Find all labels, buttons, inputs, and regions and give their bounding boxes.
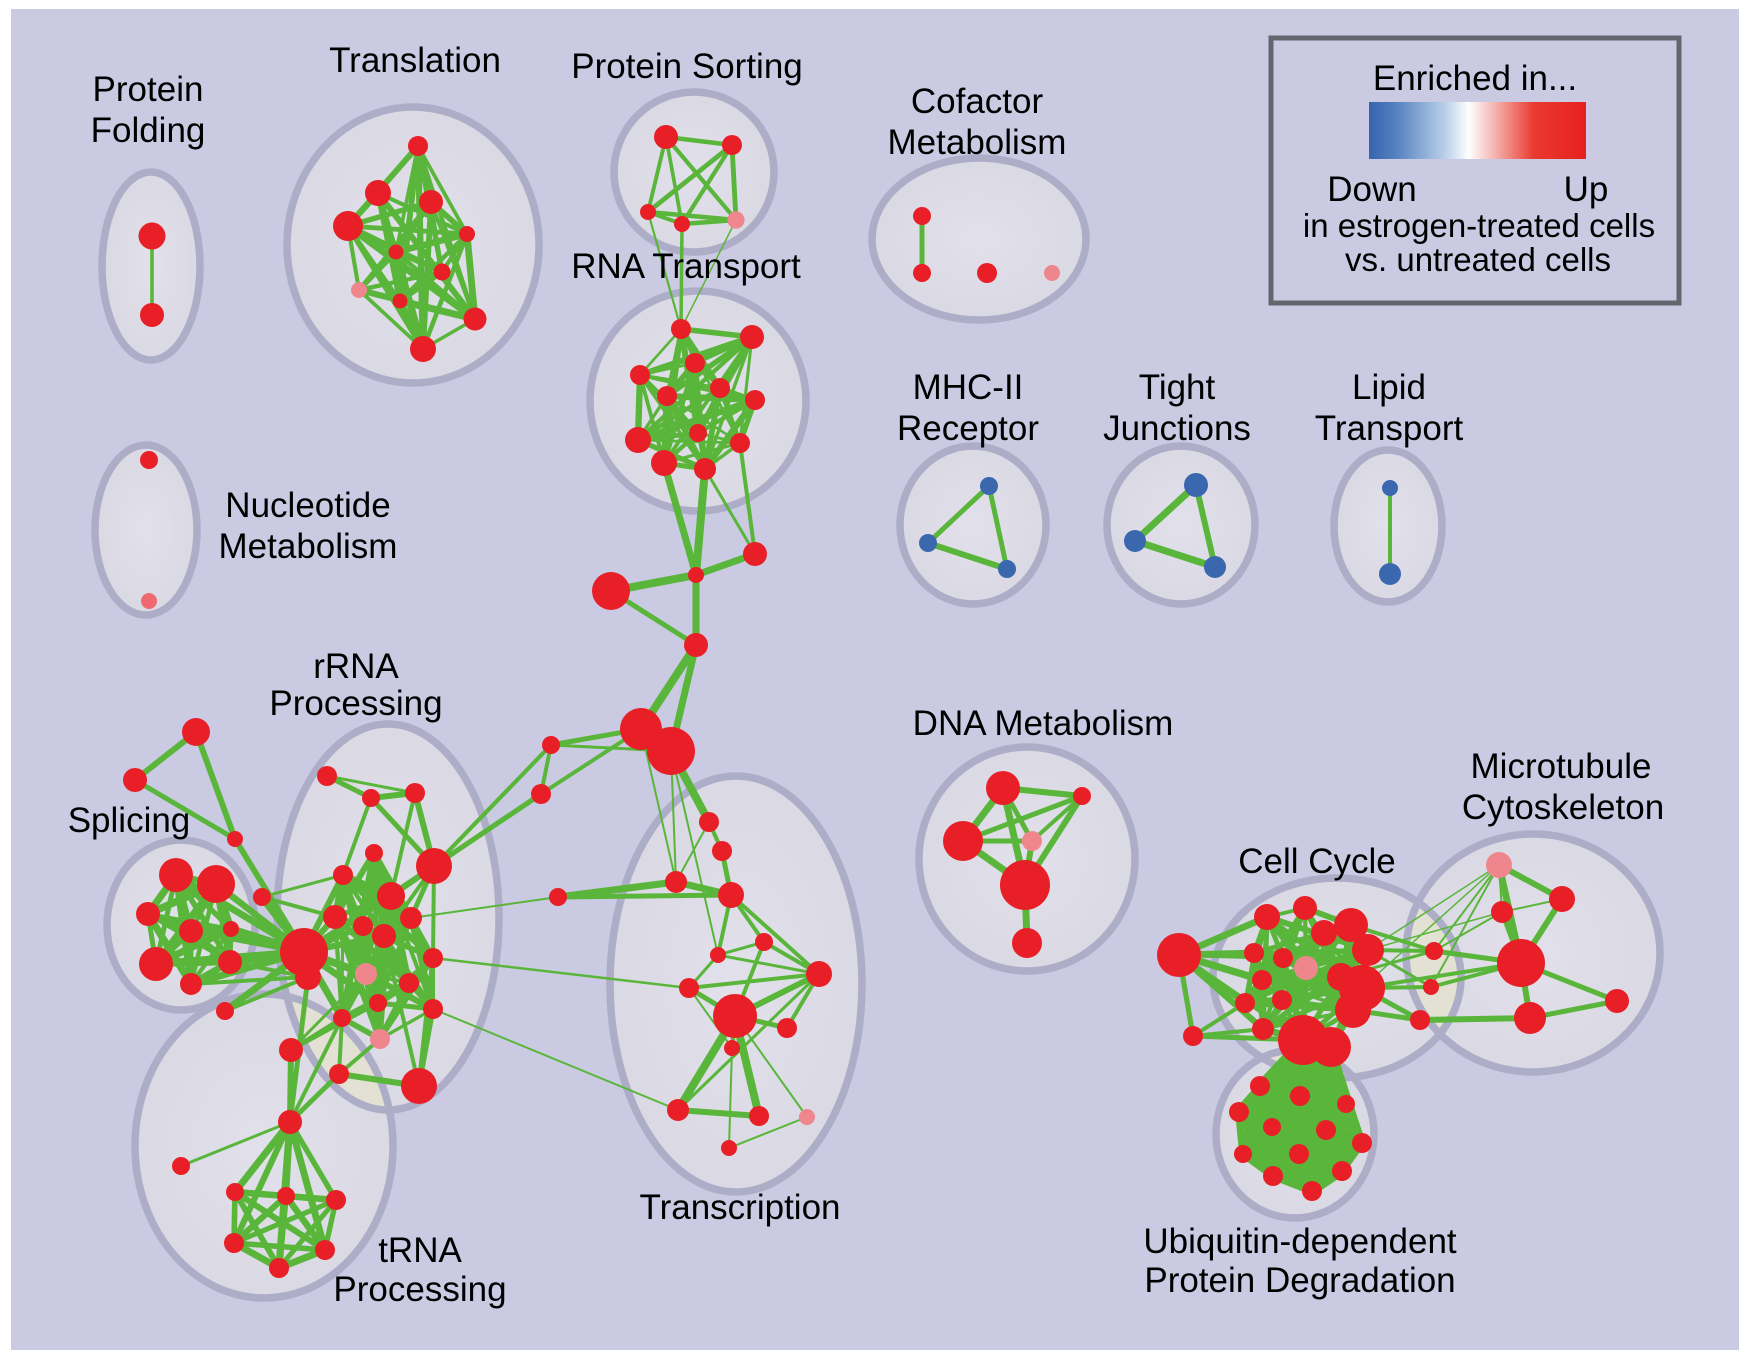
svg-text:Cell Cycle: Cell Cycle	[1238, 842, 1396, 881]
svg-text:Processing: Processing	[333, 1270, 506, 1309]
svg-text:Lipid: Lipid	[1352, 368, 1426, 407]
svg-text:Metabolism: Metabolism	[219, 527, 398, 566]
svg-text:Receptor: Receptor	[897, 409, 1039, 448]
svg-text:rRNA: rRNA	[313, 647, 399, 686]
svg-text:in estrogen-treated cells: in estrogen-treated cells	[1303, 207, 1655, 244]
svg-text:Ubiquitin-dependent: Ubiquitin-dependent	[1143, 1222, 1457, 1261]
svg-text:Enriched in...: Enriched in...	[1373, 59, 1577, 98]
svg-text:vs. untreated cells: vs. untreated cells	[1345, 241, 1611, 278]
svg-text:Up: Up	[1564, 170, 1609, 209]
svg-text:Transcription: Transcription	[640, 1188, 841, 1227]
svg-text:tRNA: tRNA	[378, 1231, 462, 1270]
svg-text:Junctions: Junctions	[1103, 409, 1251, 448]
svg-text:Translation: Translation	[329, 41, 501, 80]
svg-text:MHC-II: MHC-II	[913, 368, 1024, 407]
svg-text:RNA Transport: RNA Transport	[571, 247, 801, 286]
svg-text:Transport: Transport	[1315, 409, 1464, 448]
svg-text:Processing: Processing	[269, 684, 442, 723]
svg-text:Protein Degradation: Protein Degradation	[1144, 1261, 1455, 1300]
svg-text:Protein: Protein	[93, 70, 204, 109]
svg-text:Nucleotide: Nucleotide	[225, 486, 390, 525]
svg-text:Metabolism: Metabolism	[888, 123, 1067, 162]
svg-text:DNA Metabolism: DNA Metabolism	[913, 704, 1174, 743]
svg-text:Splicing: Splicing	[68, 801, 191, 840]
svg-text:Cytoskeleton: Cytoskeleton	[1462, 788, 1664, 827]
svg-text:Folding: Folding	[91, 111, 206, 150]
svg-text:Protein Sorting: Protein Sorting	[571, 47, 803, 86]
svg-text:Tight: Tight	[1139, 368, 1216, 407]
svg-text:Microtubule: Microtubule	[1471, 747, 1652, 786]
svg-text:Down: Down	[1327, 170, 1416, 209]
svg-text:Cofactor: Cofactor	[911, 82, 1044, 121]
